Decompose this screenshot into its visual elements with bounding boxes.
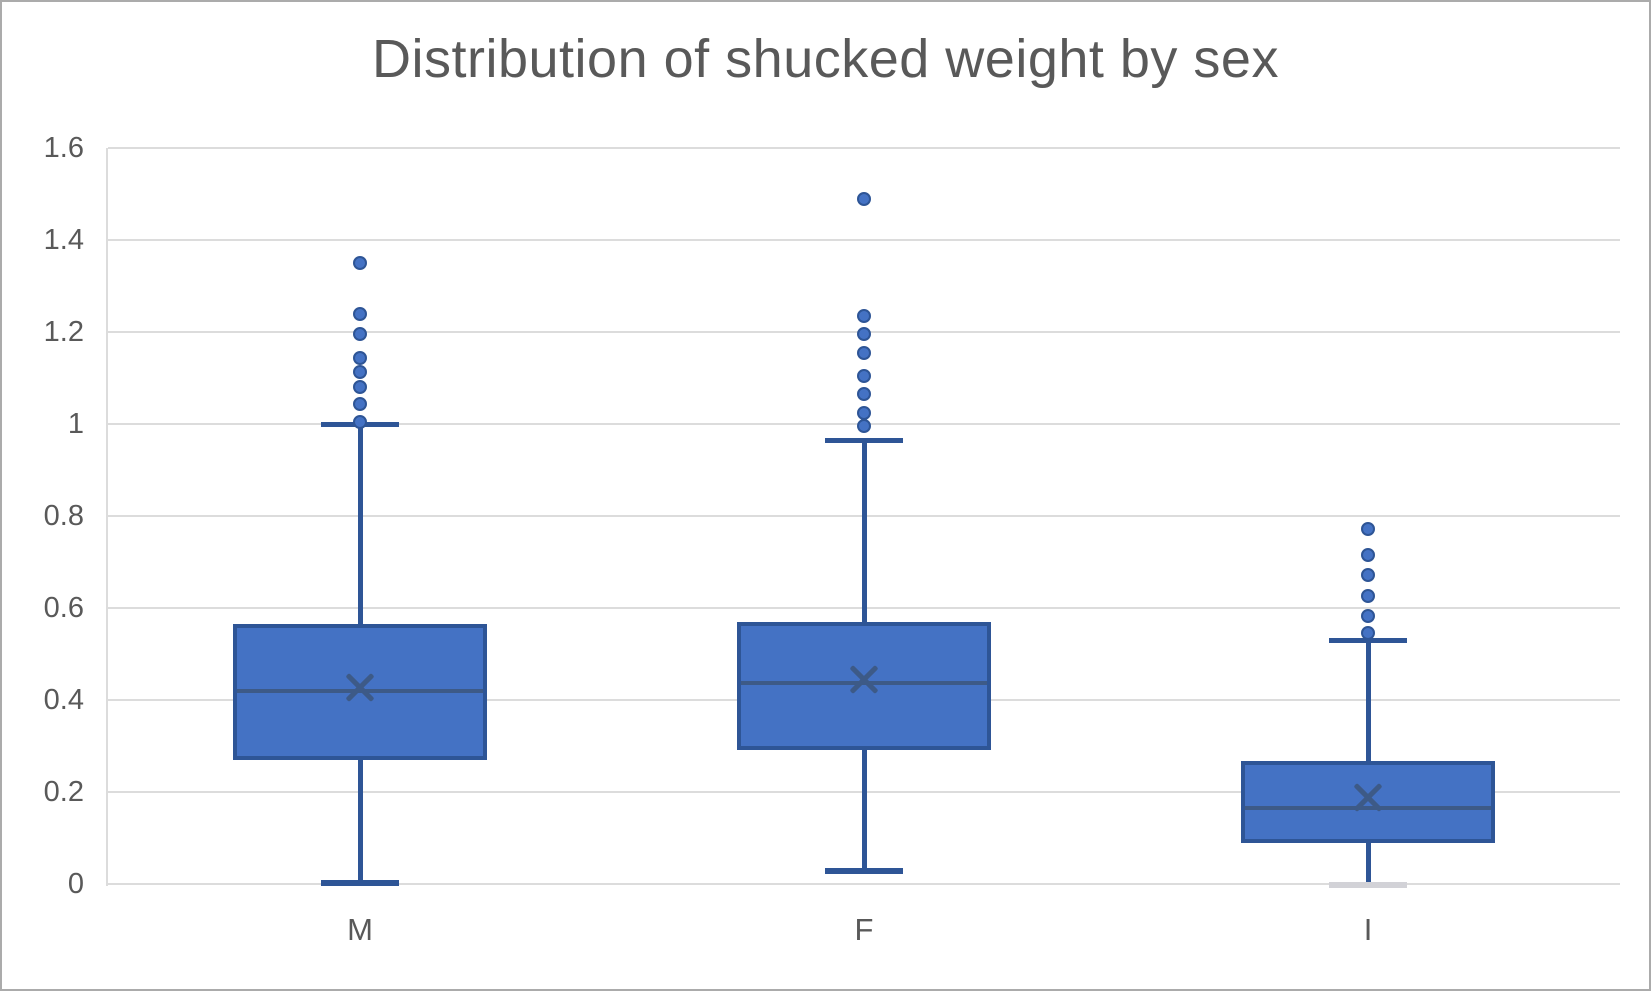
outlier-dot-F — [857, 387, 871, 402]
outlier-dot-M — [353, 397, 367, 412]
x-axis-label-M: M — [347, 912, 373, 947]
outlier-dot-I — [1361, 626, 1375, 641]
lower-whisker-line-F — [861, 750, 867, 871]
y-tick-label-0: 0 — [67, 868, 84, 900]
y-tick-label-0.2: 0.2 — [43, 776, 84, 808]
mean-marker-I — [1352, 781, 1384, 813]
outlier-dot-M — [353, 351, 367, 366]
y-tick-label-1.2: 1.2 — [43, 316, 84, 348]
y-tick-label-0.4: 0.4 — [43, 684, 84, 716]
y-tick-label-1.6: 1.6 — [43, 132, 84, 164]
outlier-dot-I — [1361, 567, 1375, 582]
gridline-1.4 — [108, 239, 1620, 241]
lower-whisker-cap-M — [321, 879, 399, 886]
chart-title: Distribution of shucked weight by sex — [372, 29, 1279, 89]
outlier-dot-F — [857, 405, 871, 420]
outlier-dot-F — [857, 419, 871, 434]
outlier-dot-I — [1361, 548, 1375, 563]
outlier-dot-M — [353, 380, 367, 395]
outlier-dot-M — [353, 307, 367, 322]
outlier-dot-M — [353, 256, 367, 270]
outlier-dot-F — [857, 327, 871, 342]
lower-whisker-cap-F — [825, 868, 903, 875]
gridline-1.6 — [108, 147, 1620, 149]
upper-whisker-line-F — [861, 440, 867, 622]
gridline-0 — [108, 883, 1620, 885]
lower-whisker-cap-I — [1329, 881, 1407, 888]
outlier-dot-M — [353, 415, 367, 430]
y-tick-label-1: 1 — [67, 408, 84, 440]
y-tick-label-0.6: 0.6 — [43, 592, 84, 624]
mean-marker-M — [344, 671, 376, 703]
lower-whisker-line-I — [1365, 843, 1371, 884]
outlier-dot-I — [1361, 608, 1375, 623]
outlier-dot-F — [857, 308, 871, 323]
y-axis-line — [106, 148, 108, 886]
upper-whisker-cap-I — [1329, 638, 1407, 644]
upper-whisker-line-M — [357, 424, 363, 625]
upper-whisker-cap-F — [825, 438, 903, 444]
mean-marker-F — [848, 663, 880, 695]
outlier-dot-I — [1361, 588, 1375, 603]
outlier-dot-F — [857, 345, 871, 360]
y-tick-label-1.4: 1.4 — [43, 224, 84, 256]
outlier-dot-I — [1361, 521, 1375, 536]
x-axis-label-F: F — [854, 912, 874, 947]
outlier-dot-F — [857, 191, 871, 206]
upper-whisker-line-I — [1365, 640, 1371, 761]
outlier-dot-M — [353, 326, 367, 341]
y-tick-label-0.8: 0.8 — [43, 500, 84, 532]
outlier-dot-M — [353, 365, 367, 380]
outlier-dot-F — [857, 368, 871, 383]
lower-whisker-line-M — [357, 759, 363, 882]
x-axis-label-I: I — [1363, 912, 1373, 947]
